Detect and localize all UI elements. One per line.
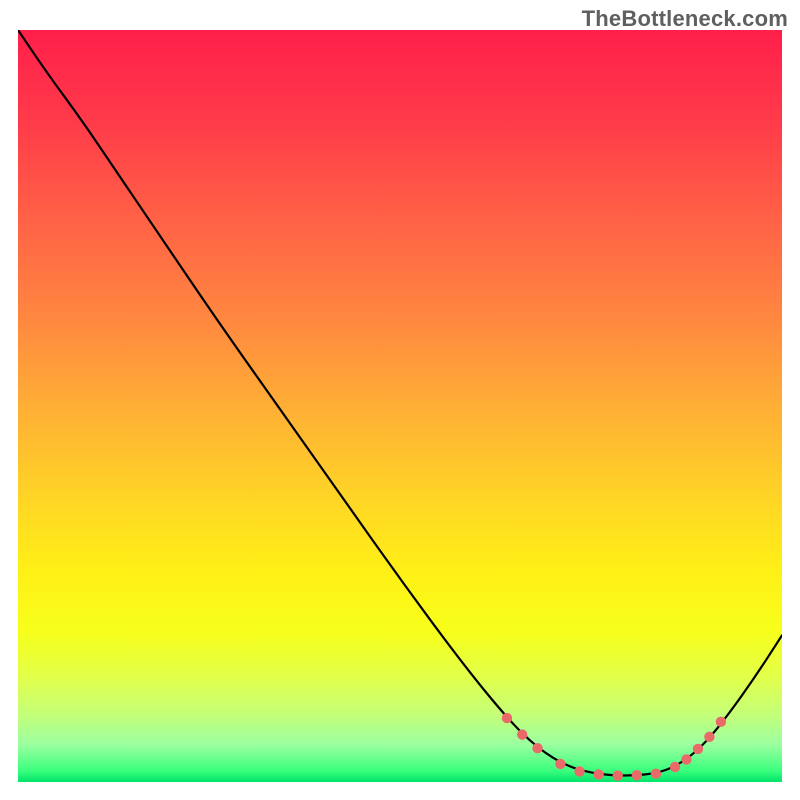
marker-dot: [632, 770, 642, 780]
marker-dot: [693, 744, 703, 754]
marker-dot: [716, 717, 726, 727]
marker-dot: [593, 769, 603, 779]
marker-dot: [704, 732, 714, 742]
plot-area: [18, 30, 782, 782]
marker-dot: [574, 766, 584, 776]
marker-dot: [517, 729, 527, 739]
figure: TheBottleneck.com: [0, 0, 800, 800]
marker-dot: [613, 770, 623, 780]
gradient-rect: [18, 30, 782, 782]
marker-dot: [555, 759, 565, 769]
plot-svg: [18, 30, 782, 782]
marker-dot: [532, 743, 542, 753]
watermark-text: TheBottleneck.com: [582, 6, 788, 32]
marker-dot: [651, 769, 661, 779]
marker-dot: [670, 762, 680, 772]
marker-dot: [502, 713, 512, 723]
marker-dot: [681, 754, 691, 764]
